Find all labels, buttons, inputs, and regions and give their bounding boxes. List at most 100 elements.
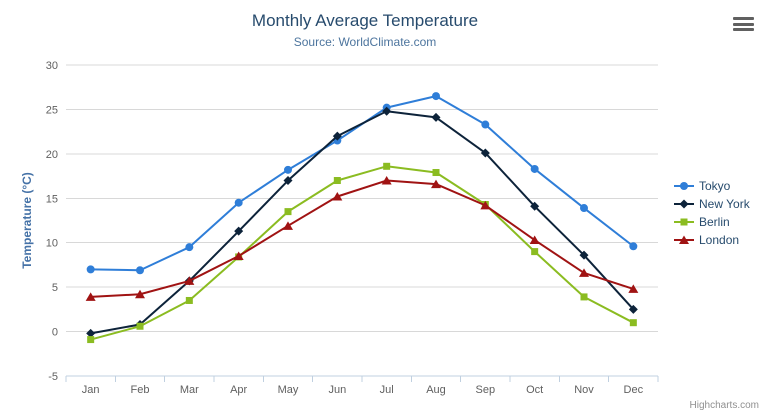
legend: Tokyo New York Berlin London [674, 177, 750, 249]
point-london-oct[interactable] [529, 235, 540, 245]
x-axis-label: Mar [180, 384, 199, 396]
legend-label: London [699, 233, 740, 247]
point-london-apr[interactable] [233, 251, 244, 261]
hamburger-icon [733, 22, 754, 26]
point-london-jun[interactable] [332, 192, 343, 201]
point-berlin-may[interactable] [284, 208, 292, 216]
legend-marker-icon [679, 235, 689, 244]
point-new-york-nov[interactable] [579, 250, 589, 260]
legend-label: Berlin [699, 215, 730, 229]
point-new-york-jan[interactable] [86, 328, 96, 338]
point-london-feb[interactable] [135, 289, 145, 299]
point-berlin-aug[interactable] [432, 169, 440, 177]
point-berlin-feb[interactable] [136, 322, 144, 330]
point-london-may[interactable] [283, 221, 293, 230]
x-axis [65, 375, 659, 382]
point-tokyo-feb[interactable] [136, 266, 144, 275]
series-london [85, 176, 639, 301]
point-tokyo-apr[interactable] [234, 198, 243, 207]
point-new-york-jun[interactable] [332, 131, 342, 141]
point-tokyo-mar[interactable] [185, 243, 194, 252]
series-line-london[interactable] [89, 179, 635, 298]
point-berlin-dec[interactable] [629, 319, 637, 327]
y-axis-title: Temperature (°C) [20, 172, 34, 269]
point-new-york-dec[interactable] [628, 304, 638, 314]
series-line-berlin[interactable] [89, 165, 635, 341]
x-axis-label: Nov [574, 384, 594, 396]
point-tokyo-aug[interactable] [432, 92, 440, 101]
x-axis-label: Aug [426, 384, 446, 396]
legend-item-new-york[interactable]: New York [674, 195, 750, 213]
x-axis-label: Sep [476, 384, 496, 396]
chart-subtitle: Source: WorldClimate.com [293, 35, 437, 49]
x-axis-label: Dec [624, 384, 644, 396]
legend-marker-icon [679, 199, 689, 209]
point-berlin-oct[interactable] [531, 248, 539, 256]
legend-symbol-diamond-icon [674, 199, 694, 209]
legend-marker-icon [680, 182, 688, 190]
point-london-aug[interactable] [431, 179, 441, 189]
point-berlin-jan[interactable] [87, 336, 95, 344]
point-tokyo-sep[interactable] [481, 120, 490, 129]
point-new-york-apr[interactable] [234, 226, 244, 236]
point-new-york-sep[interactable] [480, 148, 490, 158]
point-new-york-jul[interactable] [382, 106, 392, 116]
legend-item-london[interactable]: London [674, 231, 750, 249]
y-axis-label: 15 [46, 193, 58, 205]
x-axis-label: Apr [230, 384, 247, 396]
export-menu-button[interactable] [733, 17, 754, 31]
y-axis-label: -5 [48, 371, 58, 383]
legend-marker-icon [680, 218, 688, 226]
x-axis-label: Jan [82, 384, 100, 396]
legend-item-tokyo[interactable]: Tokyo [674, 177, 750, 195]
point-new-york-oct[interactable] [530, 201, 540, 211]
legend-symbol-square-icon [674, 218, 694, 226]
y-axis-label: 10 [46, 238, 58, 250]
legend-symbol-triangle-icon [674, 235, 694, 244]
legend-label: New York [699, 197, 750, 211]
y-axis-label: 20 [46, 149, 58, 161]
legend-item-berlin[interactable]: Berlin [674, 213, 750, 231]
y-axis-label: 5 [52, 282, 58, 294]
credits-link[interactable]: Highcharts.com [689, 400, 759, 411]
point-berlin-jun[interactable] [333, 177, 341, 185]
point-new-york-may[interactable] [283, 176, 293, 186]
point-london-jul[interactable] [381, 176, 392, 185]
x-axis-label: Oct [526, 384, 543, 396]
legend-symbol-circle-icon [674, 182, 694, 190]
point-berlin-jul[interactable] [383, 162, 391, 170]
point-london-dec[interactable] [628, 284, 639, 293]
x-axis-label: Feb [131, 384, 150, 396]
series-line-tokyo[interactable] [89, 95, 635, 272]
point-london-nov[interactable] [579, 268, 589, 277]
legend-label: Tokyo [699, 179, 731, 193]
x-axis-label: Jul [380, 384, 394, 396]
x-axis-labels: Jan Feb Mar Apr May Jun Jul Aug Sep Oct Nov Dec [82, 384, 644, 396]
point-tokyo-jan[interactable] [86, 265, 95, 274]
hamburger-icon [733, 17, 754, 20]
series-berlin [87, 162, 637, 344]
y-axis-label: 25 [46, 104, 58, 116]
hamburger-icon [733, 28, 754, 31]
point-tokyo-dec[interactable] [629, 242, 638, 251]
y-axis-label: 0 [52, 327, 58, 339]
y-axis-labels: -5 0 5 10 15 20 25 30 [46, 60, 58, 383]
x-axis-label: May [278, 384, 299, 396]
y-axis-label: 30 [46, 60, 58, 72]
point-berlin-mar[interactable] [185, 296, 193, 304]
point-london-mar[interactable] [184, 276, 195, 285]
point-berlin-nov[interactable] [580, 293, 588, 301]
point-tokyo-may[interactable] [284, 165, 292, 174]
series-tokyo [86, 92, 638, 275]
x-axis-label: Jun [328, 384, 346, 396]
gridlines [66, 64, 658, 377]
chart-title: Monthly Average Temperature [251, 11, 479, 30]
point-london-sep[interactable] [480, 200, 491, 210]
point-tokyo-oct[interactable] [530, 164, 539, 173]
series-line-new-york[interactable] [89, 110, 635, 335]
point-tokyo-nov[interactable] [580, 204, 588, 213]
point-new-york-aug[interactable] [431, 112, 441, 122]
point-london-jan[interactable] [85, 292, 96, 301]
